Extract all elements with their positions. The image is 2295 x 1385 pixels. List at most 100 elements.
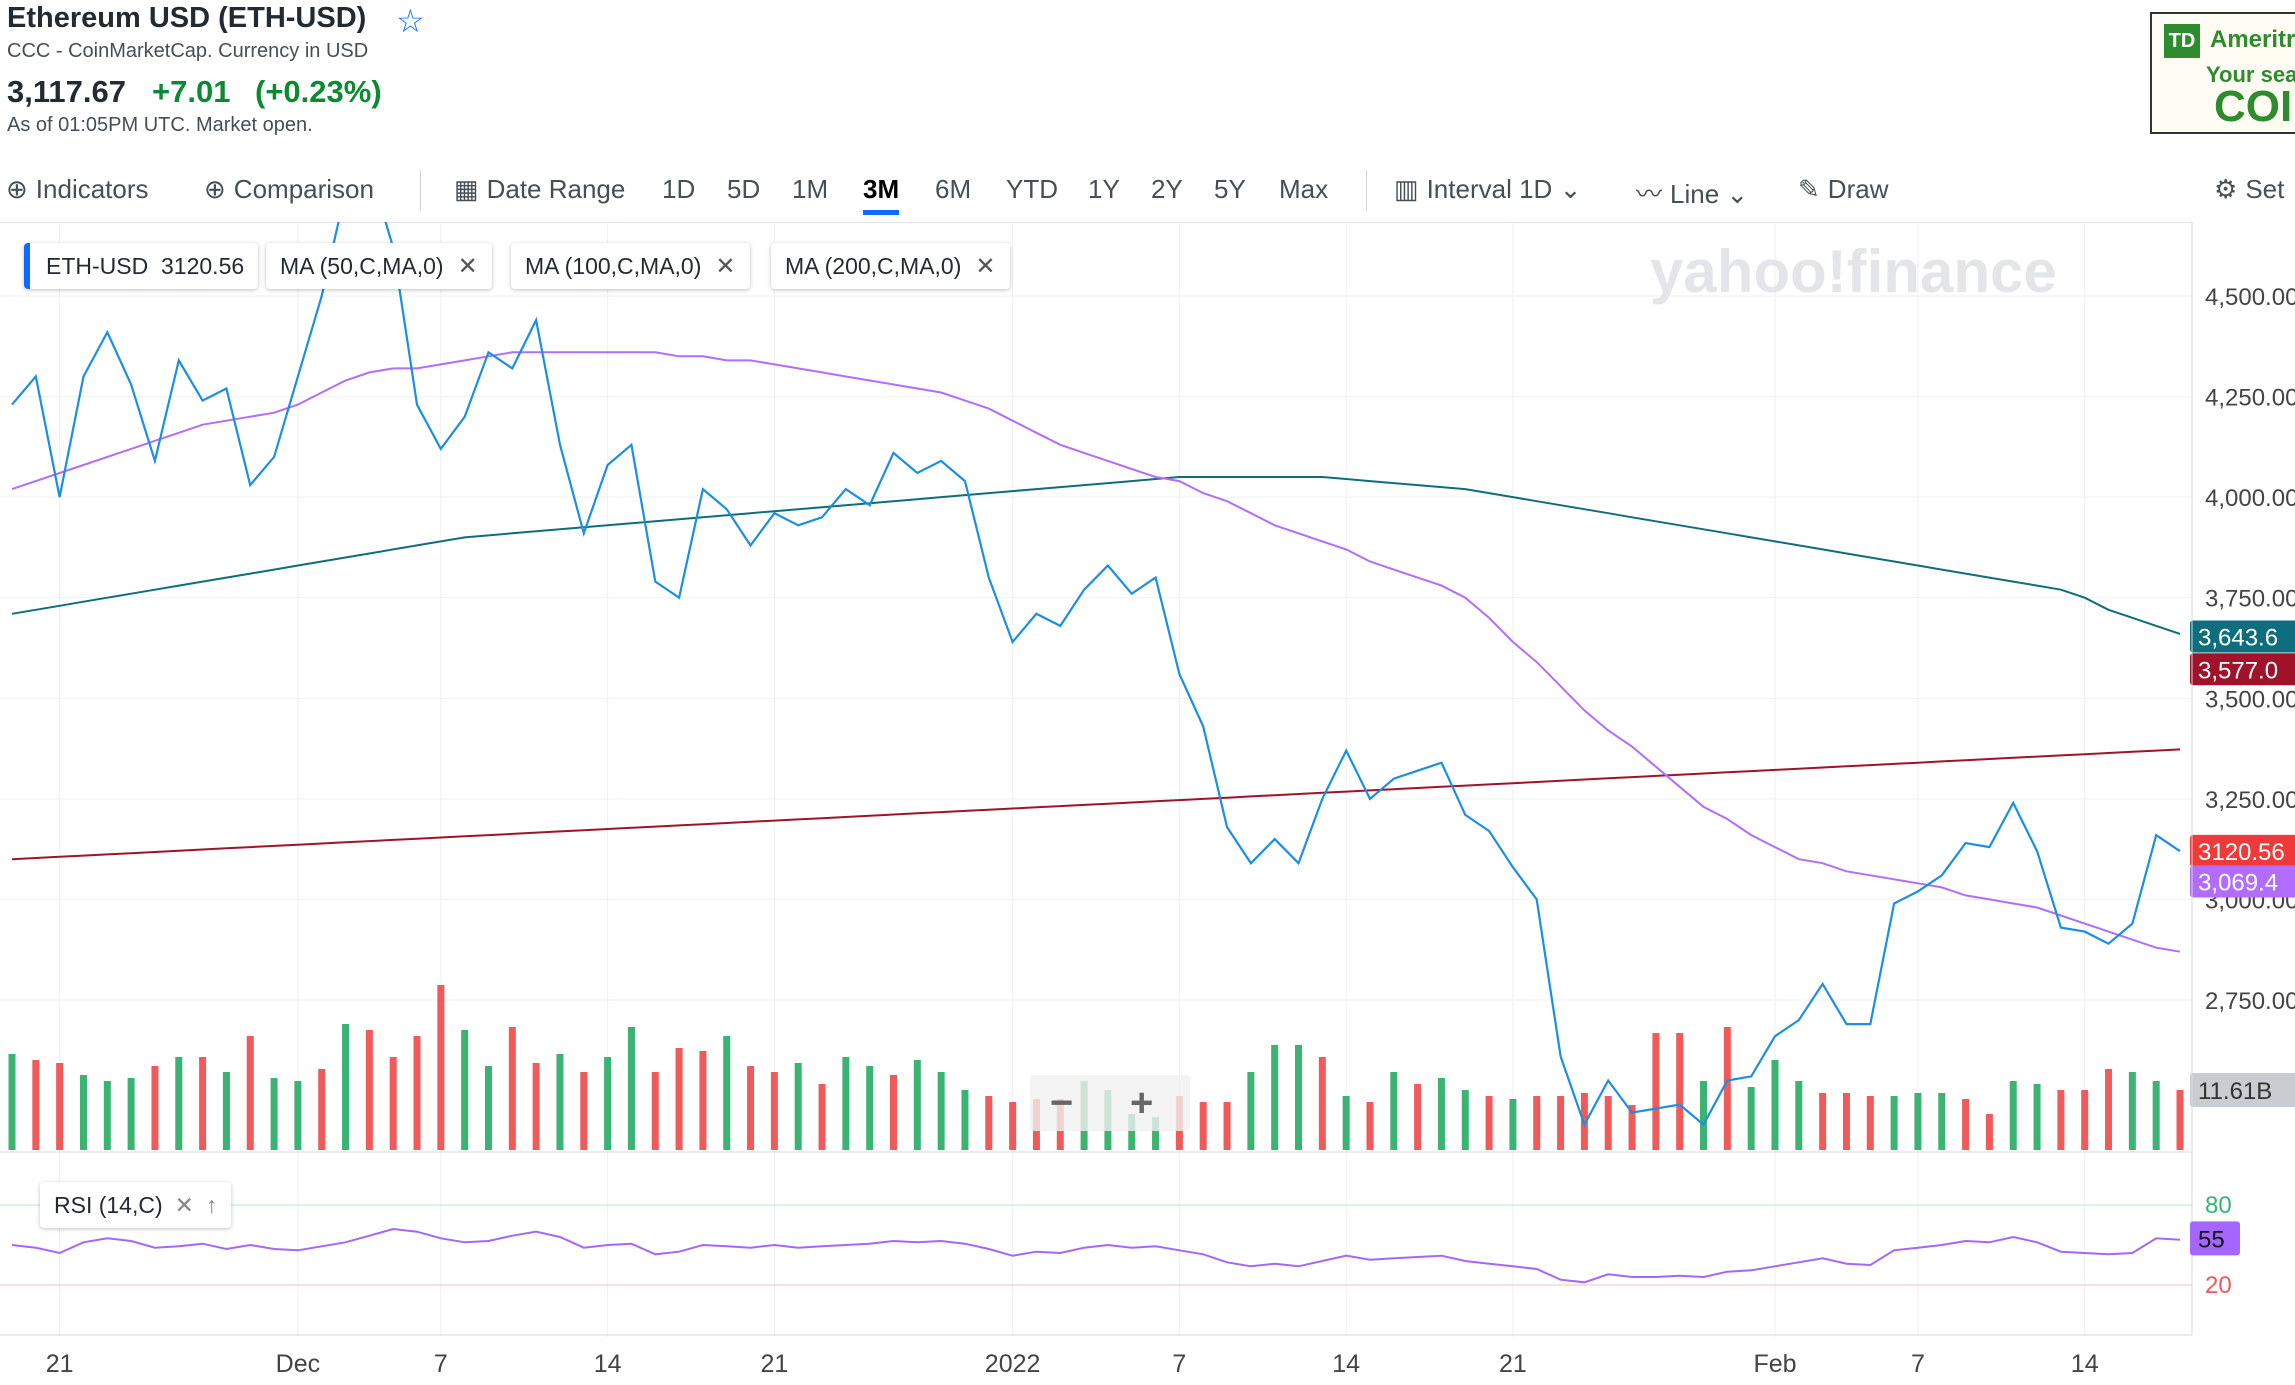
volume-badge [2190,1073,2295,1107]
volume-bar [484,1066,492,1150]
volume-bar [1819,1093,1827,1150]
x-tick-label: 2022 [985,1350,1041,1378]
range-5y[interactable]: 5Y [1214,174,1246,204]
comparison-button[interactable]: ⊕ Comparison [204,174,374,205]
volume-bar [604,1057,612,1150]
x-tick-label: 14 [594,1350,622,1378]
y-tick-label: 2,750.00 [2205,988,2295,1015]
volume-bar [627,1027,635,1150]
eth-usd-chip[interactable]: ETH-USD 3120.56 [24,243,259,289]
last-value-badge [2190,834,2295,867]
volume-bar [413,1036,421,1150]
date-range-label: Date Range [486,174,626,204]
rsi-chip[interactable]: RSI (14,C) ✕ ↑ [40,1182,232,1228]
volume-bar [1271,1045,1279,1150]
volume-bar [56,1063,64,1150]
volume-bar [1414,1084,1422,1150]
volume-bar [1152,1117,1160,1150]
close-icon[interactable]: ✕ [715,253,736,280]
volume-bar [1533,1096,1541,1150]
ma50-chip-label: MA (50,C,MA,0) [280,253,444,279]
range-1m[interactable]: 1M [792,174,829,204]
volume-bar [1747,1087,1755,1150]
range-5d[interactable]: 5D [727,174,761,204]
eth-chip-name: ETH-USD [46,253,149,279]
y-tick-label: 4,250.00 [2205,385,2295,412]
y-tick-label: 3,500.00 [2205,686,2295,713]
draw-button[interactable]: ✎ Draw [1798,174,1888,205]
volume-bar [770,1072,778,1150]
toolbar-divider [1366,170,1367,210]
close-icon[interactable]: ✕ [457,253,478,280]
rsi-level-20: 20 [2205,1272,2232,1299]
gear-icon: ⚙ [2214,174,2238,204]
chevron-down-icon: ⌄ [1559,174,1582,204]
date-range-button[interactable]: ▦ Date Range [454,174,625,205]
x-tick-label: 7 [434,1350,448,1378]
ad-headline: COI [2214,82,2293,131]
volume-bar [389,1057,397,1150]
indicators-button[interactable]: ⊕ Indicators [6,174,149,205]
volume-bar [889,1075,897,1150]
volume-bar [1938,1093,1946,1150]
volume-bar [1485,1096,1493,1150]
ruler-icon: ▥ [1394,174,1419,204]
volume-bar [294,1081,302,1150]
x-tick-label: 21 [1499,1350,1527,1378]
range-1d[interactable]: 1D [662,174,696,204]
volume-bar [1652,1033,1660,1150]
volume-bar [8,1054,16,1150]
series-line-ma100 [11,476,2181,635]
ma100-chip[interactable]: MA (100,C,MA,0) ✕ [511,243,750,289]
market-status: As of 01:05PM UTC. Market open. [7,114,313,136]
range-6m[interactable]: 6M [935,174,972,204]
volume-bar [2152,1081,2160,1150]
plus-circle-icon: ⊕ [204,174,226,204]
zoom-out-icon[interactable]: − [1050,1081,1074,1125]
chevron-down-icon: ⌄ [1726,179,1749,209]
series-line-ma200 [11,748,2181,861]
volume-bar [1437,1078,1445,1150]
chart-type-button[interactable]: 〰 Line ⌄ [1636,174,1748,211]
ma200-chip[interactable]: MA (200,C,MA,0) ✕ [771,243,1010,289]
watchlist-star-icon[interactable]: ☆ [396,3,425,39]
range-2y[interactable]: 2Y [1151,174,1183,204]
volume-bar [2105,1069,2113,1150]
volume-bar [79,1075,87,1150]
volume-bar [1890,1096,1898,1150]
arrow-up-icon[interactable]: ↑ [205,1192,218,1218]
range-3m[interactable]: 3M [863,174,900,215]
range-max[interactable]: Max [1279,174,1329,204]
close-icon[interactable]: ✕ [975,253,996,280]
volume-bar [103,1081,111,1150]
calendar-icon: ▦ [454,174,479,204]
x-tick-label: Feb [1753,1350,1796,1378]
volume-bar [1962,1099,1970,1150]
y-tick-label: 3,250.00 [2205,787,2295,814]
settings-button[interactable]: ⚙ Set [2214,174,2284,205]
y-tick-label: 4,000.00 [2205,485,2295,512]
interval-button[interactable]: ▥ Interval 1D ⌄ [1394,174,1581,205]
ma50-chip[interactable]: MA (50,C,MA,0) ✕ [266,243,492,289]
range-1y[interactable]: 1Y [1088,174,1120,204]
volume-bar [1985,1114,1993,1150]
price-change: +7.01 [152,74,231,109]
volume-bar [1009,1102,1017,1150]
advertisement[interactable]: TD Ameritrade Your sea COI [2150,12,2295,134]
volume-bar [985,1096,993,1150]
volume-bar [2033,1084,2041,1150]
zoom-in-icon[interactable]: + [1130,1081,1154,1125]
volume-bar [913,1060,921,1150]
volume-bar [2176,1090,2184,1150]
x-tick-label: 7 [1911,1350,1925,1378]
range-ytd[interactable]: YTD [1006,174,1058,204]
volume-bar [365,1030,373,1150]
volume-bar [2128,1072,2136,1150]
volume-bar [1390,1072,1398,1150]
volume-bar [1914,1093,1922,1150]
close-icon[interactable]: ✕ [174,1192,194,1218]
price-chart[interactable]: yahoo!finance 4,500.00 4,250.00 4,000.00 3,7… [0,222,2295,1385]
volume-bar [818,1084,826,1150]
series-color-swatch [24,243,30,289]
volume-bar [1771,1060,1779,1150]
